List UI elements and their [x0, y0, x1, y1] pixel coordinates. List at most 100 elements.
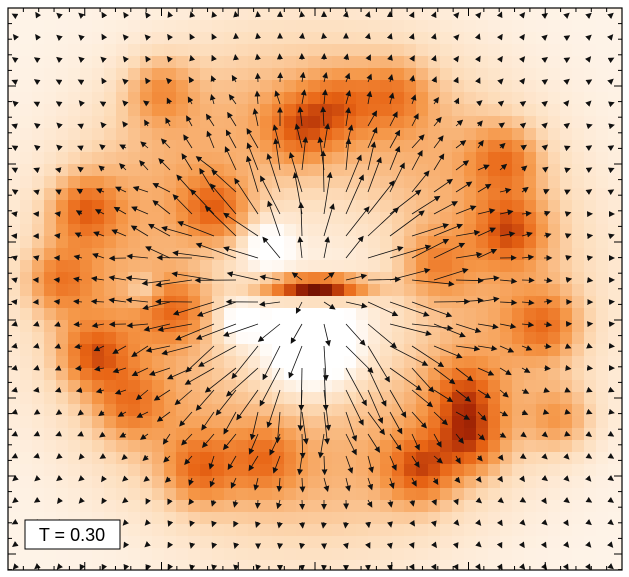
heat-cell — [392, 392, 405, 405]
heat-cell — [476, 32, 489, 45]
heat-cell — [608, 524, 621, 537]
heat-cell — [188, 56, 201, 69]
heat-cell — [404, 356, 417, 369]
heat-cell — [488, 248, 501, 261]
heat-cell — [332, 524, 345, 537]
arrow — [433, 389, 454, 403]
arrow — [99, 453, 107, 459]
vector-field — [11, 10, 616, 570]
heat-cell — [368, 188, 381, 201]
arrow — [130, 225, 149, 237]
arrow — [477, 208, 496, 215]
heat-cell — [620, 380, 622, 393]
heat-cell — [236, 104, 249, 117]
heat-cell — [8, 416, 21, 429]
heat-cell — [260, 140, 273, 153]
heat-cell — [32, 488, 45, 501]
heat-cell — [608, 188, 621, 201]
arrow — [78, 475, 85, 482]
heat-cell — [188, 356, 201, 369]
heat-cell — [548, 68, 561, 81]
arrow — [126, 322, 149, 329]
arrow — [54, 321, 61, 327]
heat-cell — [476, 224, 489, 237]
frame — [7, 7, 623, 571]
heat-cell — [224, 104, 237, 117]
heat-cell — [176, 500, 189, 513]
heat-cell — [392, 236, 405, 249]
arrow — [477, 227, 497, 237]
arrow — [298, 32, 305, 40]
heat-cell — [248, 464, 261, 477]
heat-cell — [464, 176, 477, 189]
heat-cell — [236, 176, 249, 189]
heat-cell — [152, 272, 165, 285]
heat-cell — [32, 500, 45, 513]
heat-cell — [176, 56, 189, 69]
heat-cell — [380, 344, 393, 357]
heat-cell — [92, 140, 105, 153]
arrow — [411, 113, 419, 127]
heat-cell — [548, 80, 561, 93]
arrow — [543, 210, 551, 217]
heat-cell — [152, 56, 165, 69]
heat-cell — [296, 176, 309, 189]
heat-cell — [128, 488, 141, 501]
heat-cell — [200, 56, 213, 69]
heat-cell — [272, 236, 285, 249]
heat-cell — [80, 188, 93, 201]
heat-cell — [164, 140, 177, 153]
heat-cell — [308, 404, 321, 417]
heat-cell — [332, 536, 345, 549]
heat-cell — [284, 524, 297, 537]
heat-cell — [608, 164, 621, 177]
heat-cell — [308, 308, 321, 321]
heat-cell — [68, 80, 81, 93]
heat-cell — [440, 560, 453, 570]
arrow — [455, 277, 484, 284]
heat-cell — [416, 380, 429, 393]
heat-cell — [596, 8, 609, 21]
heat-cell — [188, 248, 201, 261]
heat-cell — [248, 188, 261, 201]
arrow — [322, 72, 328, 83]
arrow — [499, 209, 514, 216]
heat-cell — [332, 308, 345, 321]
arrow — [161, 225, 193, 237]
heat-cell — [80, 68, 93, 81]
heat-cell — [512, 224, 525, 237]
heat-cell — [260, 284, 273, 297]
heat-cell — [224, 512, 237, 525]
heat-cell — [248, 320, 261, 333]
heat-cell — [308, 140, 321, 153]
heat-cell — [344, 308, 357, 321]
heat-cell — [548, 320, 561, 333]
arrow — [223, 212, 259, 237]
arrow — [123, 541, 130, 549]
heat-cell — [92, 20, 105, 33]
heat-cell — [452, 200, 465, 213]
heat-cell — [212, 200, 225, 213]
heat-cell — [524, 164, 537, 177]
heat-cell — [524, 248, 537, 261]
heat-cell — [56, 356, 69, 369]
heat-cell — [584, 20, 597, 33]
arrow — [11, 57, 19, 64]
heat-cell — [20, 428, 33, 441]
heat-cell — [344, 116, 357, 129]
heat-cell — [104, 380, 117, 393]
heat-cell — [572, 20, 585, 33]
heat-cell — [92, 116, 105, 129]
heat-cell — [416, 284, 429, 297]
heat-cell — [560, 524, 573, 537]
heat-cell — [560, 368, 573, 381]
heat-cell — [464, 392, 477, 405]
heat-cell — [560, 200, 573, 213]
heat-cell — [356, 380, 369, 393]
heat-cell — [428, 548, 441, 561]
arrow — [253, 477, 260, 491]
heat-cell — [392, 92, 405, 105]
heat-cell — [140, 176, 153, 189]
heat-cell — [116, 68, 129, 81]
heat-cell — [464, 404, 477, 417]
